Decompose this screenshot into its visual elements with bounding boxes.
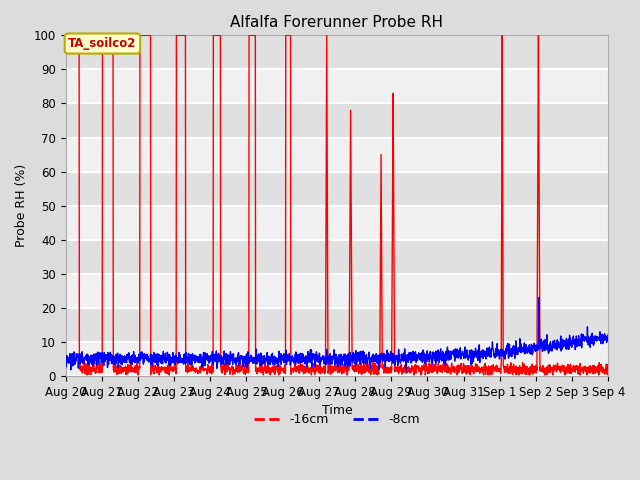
Bar [65, 342, 608, 376]
X-axis label: Time: Time [321, 404, 352, 417]
Legend: -16cm, -8cm: -16cm, -8cm [249, 408, 425, 431]
Text: TA_soilco2: TA_soilco2 [68, 37, 136, 50]
Title: Alfalfa Forerunner Probe RH: Alfalfa Forerunner Probe RH [230, 15, 444, 30]
Bar [65, 104, 608, 137]
Bar [65, 308, 608, 342]
Bar [65, 36, 608, 70]
Bar [65, 171, 608, 205]
Y-axis label: Probe RH (%): Probe RH (%) [15, 164, 28, 247]
Bar [65, 70, 608, 104]
Bar [65, 240, 608, 274]
Bar [65, 137, 608, 171]
Bar [65, 205, 608, 240]
Bar [65, 274, 608, 308]
